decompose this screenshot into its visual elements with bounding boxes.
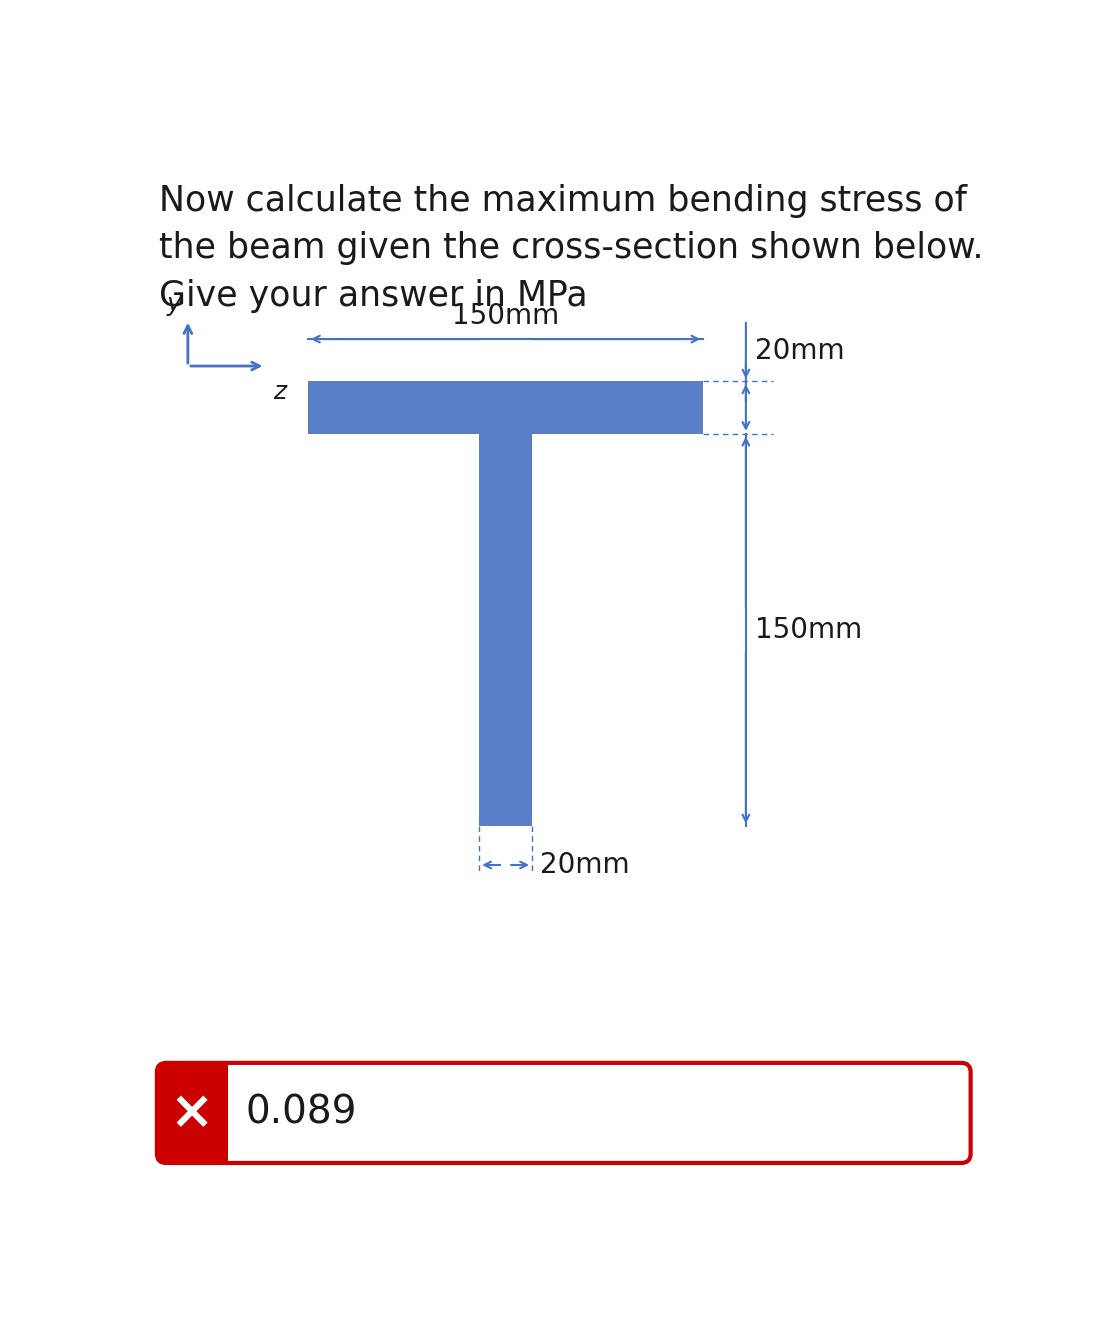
Bar bbox=[218, 1063, 228, 1163]
Text: Now calculate the maximum bending stress of: Now calculate the maximum bending stress… bbox=[160, 183, 967, 218]
Text: the beam given the cross-section shown below.: the beam given the cross-section shown b… bbox=[160, 231, 983, 265]
Bar bbox=[308, 381, 703, 433]
Text: ×: × bbox=[169, 1087, 213, 1139]
Text: y: y bbox=[166, 291, 182, 316]
Text: 150mm: 150mm bbox=[452, 302, 559, 330]
Text: Give your answer in MPa: Give your answer in MPa bbox=[160, 279, 587, 313]
FancyBboxPatch shape bbox=[157, 1063, 970, 1163]
Bar bbox=[480, 433, 532, 826]
FancyBboxPatch shape bbox=[157, 1063, 227, 1163]
Text: 20mm: 20mm bbox=[540, 850, 629, 878]
Text: 150mm: 150mm bbox=[756, 616, 862, 644]
Text: 20mm: 20mm bbox=[756, 337, 845, 365]
Text: z: z bbox=[273, 380, 286, 404]
Text: 0.089: 0.089 bbox=[246, 1094, 358, 1132]
